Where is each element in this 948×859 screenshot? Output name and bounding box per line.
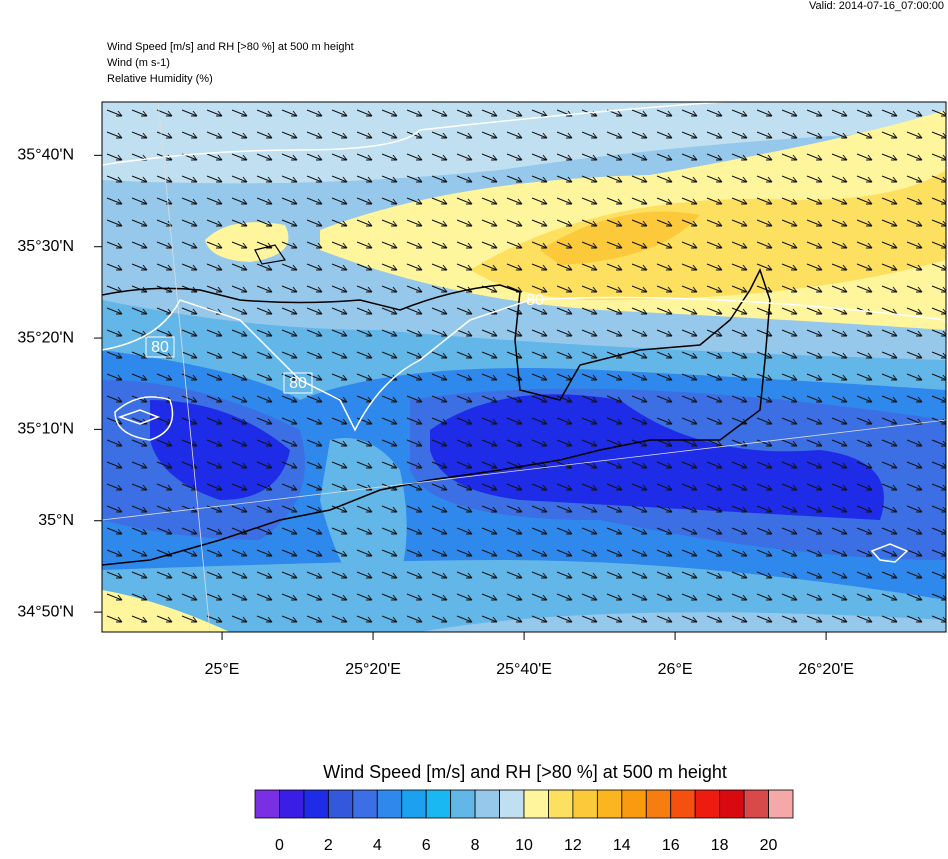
colorbar-box (572, 789, 598, 819)
header-line: Wind (m s-1) (107, 57, 170, 69)
colorbar-box (352, 789, 378, 819)
lat-tick-label: 34°50'N (17, 603, 74, 620)
coastline (102, 268, 771, 566)
wind-vectors (102, 102, 946, 632)
colorbar-tick-label: 6 (422, 837, 431, 854)
colorbar-tick-label: 4 (373, 837, 382, 854)
colorbar-tick-label: 10 (515, 837, 533, 854)
colorbar-box (645, 789, 672, 819)
colorbar-box (474, 789, 500, 819)
lat-tick-label: 35°10'N (17, 421, 74, 438)
lon-tick-label: 25°40'E (496, 661, 552, 678)
colorbar-tick-label: 14 (613, 837, 631, 854)
graticule (157, 102, 211, 632)
colorbar-tick-label: 2 (324, 837, 333, 854)
coastline (254, 244, 287, 265)
colorbar-box (670, 789, 696, 819)
colorbar-tick-label: 16 (662, 837, 680, 854)
colorbar-box (719, 789, 745, 819)
colorbar-box (694, 789, 721, 819)
colorbar-tick-label: 8 (471, 837, 480, 854)
colorbar-tick-label: 18 (711, 837, 729, 854)
lon-tick-label: 26°20'E (798, 661, 854, 678)
valid-time: Valid: 2014-07-16_07:00:00 (809, 0, 944, 12)
colorbar-box (254, 789, 280, 819)
colorbar-box (401, 789, 427, 819)
contour-label: 80 (526, 292, 544, 309)
colorbar-box (523, 789, 549, 819)
contour-label: 80 (151, 339, 169, 356)
colorbar-box (425, 789, 452, 819)
colorbar-box (303, 789, 329, 819)
lon-tick-label: 25°20'E (345, 661, 401, 678)
contour-label-box (145, 336, 175, 358)
lat-tick-label: 35°30'N (17, 238, 74, 255)
colorbar-title: Wind Speed [m/s] and RH [>80 %] at 500 m… (323, 762, 727, 782)
lat-tick-label: 35°40'N (17, 147, 74, 164)
contour-label: 80 (289, 375, 307, 392)
colorbar-tick-label: 12 (564, 837, 582, 854)
colorbar: 0 2 4 6 8 10 12 14 16 18 20 (254, 789, 794, 854)
colorbar-box (621, 789, 647, 819)
rh-contour (102, 296, 946, 432)
rh-contour (870, 543, 909, 563)
rh-contour (114, 396, 174, 441)
graticule (102, 419, 946, 521)
colorbar-box (596, 789, 623, 819)
lat-tick-label: 35°20'N (17, 329, 74, 346)
colorbar-tick-label: 0 (275, 837, 284, 854)
contour-label-box (283, 372, 313, 394)
header-line: Relative Humidity (%) (107, 73, 213, 85)
colorbar-box (768, 789, 794, 819)
lon-tick-label: 26°E (658, 661, 693, 678)
lat-tick-label: 35°N (38, 512, 74, 529)
colorbar-box (743, 789, 769, 819)
lon-tick-label: 25°E (205, 661, 240, 678)
header-line: Wind Speed [m/s] and RH [>80 %] at 500 m… (107, 41, 354, 53)
colorbar-box (450, 789, 476, 819)
rh-contour (102, 102, 732, 166)
colorbar-tick-label: 20 (760, 837, 778, 854)
colorbar-box (548, 789, 574, 819)
axes: 35°40'N 35°30'N 35°20'N 35°10'N 35°N 34°50'N 2… (17, 147, 854, 679)
colorbar-box (499, 789, 525, 819)
colorbar-box (279, 789, 305, 819)
colorbar-box (327, 789, 354, 819)
map-field: 80 80 80 (102, 102, 946, 632)
colorbar-box (376, 789, 403, 819)
